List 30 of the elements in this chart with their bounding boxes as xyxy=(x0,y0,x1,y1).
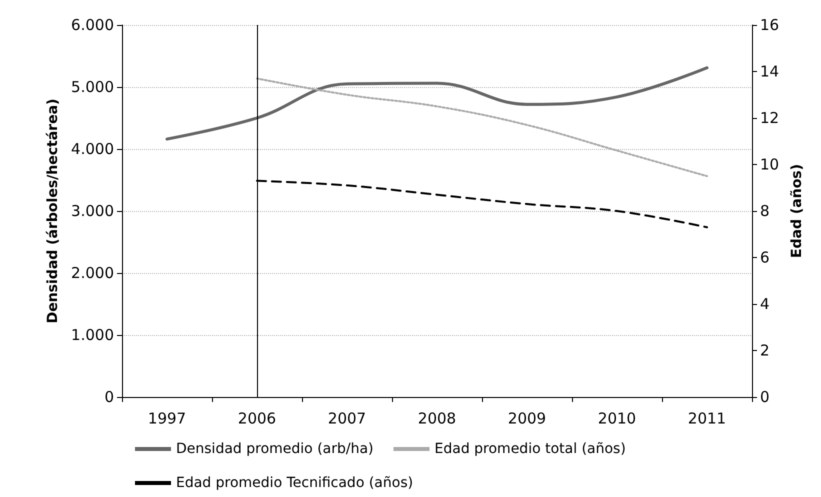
x-tick-label: 1997 xyxy=(148,410,186,428)
x-tick-label: 2008 xyxy=(418,410,456,428)
y-tick-label: 3.000 xyxy=(71,202,114,220)
y2-tick-label: 16 xyxy=(760,16,780,34)
x-tick-label: 2011 xyxy=(688,410,726,428)
line-series xyxy=(166,66,708,141)
x-tick-label: 2009 xyxy=(508,410,546,428)
x-tick-label: 2010 xyxy=(598,410,636,428)
y-tick-label: 0 xyxy=(104,388,114,406)
x-tick-label: 2006 xyxy=(238,410,276,428)
y2-tick-label: 0 xyxy=(760,388,770,406)
y-tick-label: 1.000 xyxy=(71,326,114,344)
x-tick-label: 2007 xyxy=(328,410,366,428)
y2-tick-label: 8 xyxy=(760,202,770,220)
y2-tick-label: 14 xyxy=(760,62,780,80)
y-tick-label: 2.000 xyxy=(71,264,114,282)
legend-label: Edad promedio Tecnificado (años) xyxy=(176,475,414,491)
y-tick-label: 6.000 xyxy=(71,16,114,34)
y2-tick-label: 12 xyxy=(760,109,780,127)
legend-label: Densidad promedio (arb/ha) xyxy=(176,441,374,457)
legend-label: Edad promedio total (años) xyxy=(434,441,626,457)
y-tick-label: 4.000 xyxy=(71,140,114,158)
y2-tick-label: 6 xyxy=(760,248,770,266)
y2-tick-label: 10 xyxy=(760,156,780,174)
line-series xyxy=(256,77,708,178)
y-tick-label: 5.000 xyxy=(71,78,114,96)
y2-axis-title: Edad (años) xyxy=(788,164,805,258)
y-axis-title: Densidad (árboles/hectárea) xyxy=(45,98,61,324)
y2-tick-label: 4 xyxy=(760,295,770,313)
y2-tick-label: 2 xyxy=(760,342,770,360)
